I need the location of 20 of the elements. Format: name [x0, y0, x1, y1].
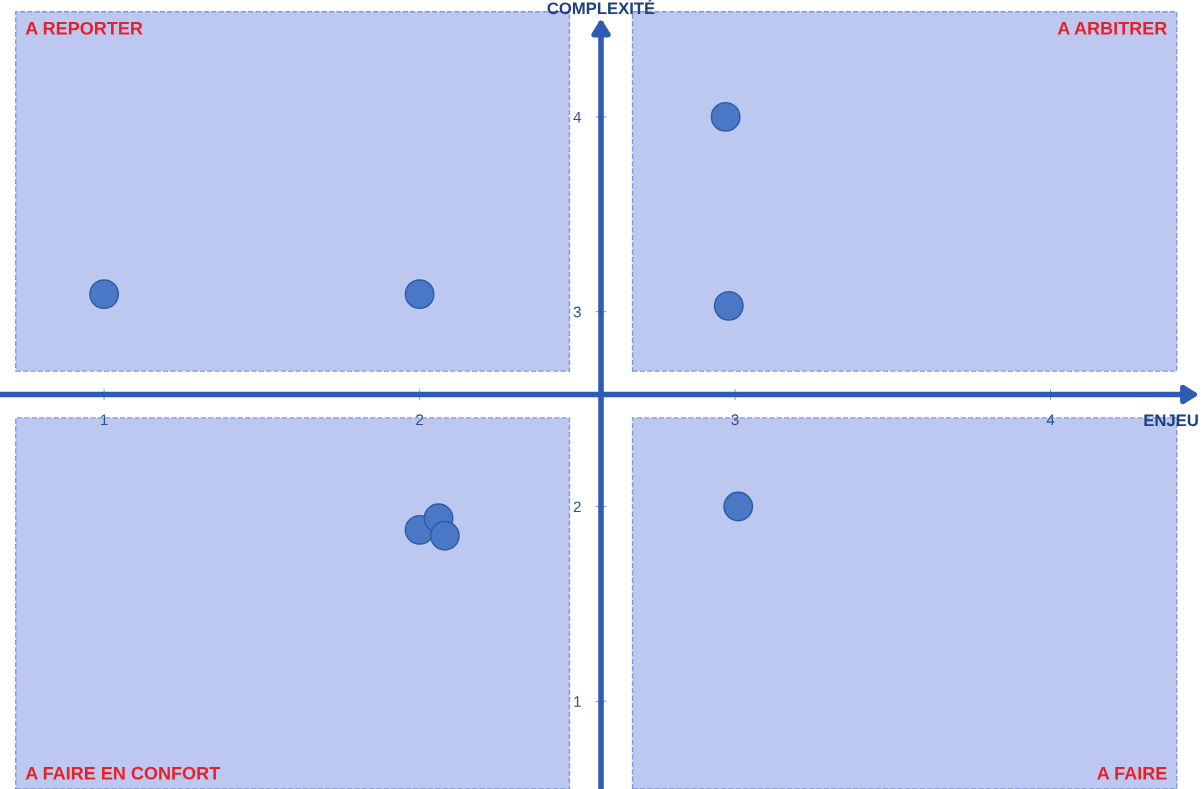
annotation: A ARBITRER	[1057, 22, 1167, 35]
annotation: A FAIRE	[1097, 766, 1167, 780]
point	[404, 279, 435, 310]
point	[429, 520, 460, 551]
y-tick-label: 4	[573, 111, 582, 123]
annotation: A FAIRE EN CONFORT	[25, 766, 220, 780]
point	[713, 290, 744, 321]
y-tick-label: 2	[573, 501, 581, 513]
y-axis-title: COMPLEXITÉ	[547, 0, 655, 15]
x-axis-title: ENJEU	[1144, 414, 1198, 427]
point	[710, 101, 741, 132]
x-tick-label: 3	[731, 414, 739, 426]
annotation: A REPORTER	[25, 21, 143, 35]
x-tick-label: 1	[101, 414, 108, 426]
y-tick-label: 3	[573, 306, 581, 318]
y-tick-label: 1	[574, 696, 581, 707]
x-tick-label: 4	[1046, 414, 1055, 426]
point	[89, 279, 120, 310]
x-tick-label: 2	[416, 414, 424, 426]
point	[723, 491, 754, 522]
